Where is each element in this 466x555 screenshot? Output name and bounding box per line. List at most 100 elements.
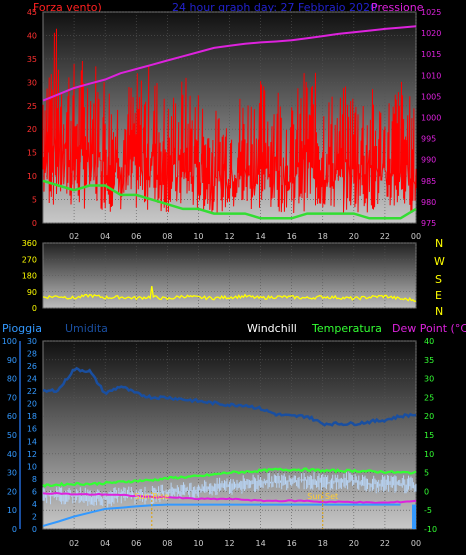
temp-y-tick-label: 40 [424, 337, 434, 346]
wind-direction-panel: 0 90 180 270 360 [22, 239, 417, 313]
pressure-y-tick-label: 995 [421, 135, 436, 144]
direction-y-tick-label: 0 [32, 304, 37, 313]
compass-e: E [435, 289, 442, 302]
legend-windchill: Windchill [247, 322, 297, 335]
wind-x-tick-label: 22 [380, 232, 390, 241]
wind-x-tick-label: 14 [255, 232, 265, 241]
pressure-y-tick-label: 1015 [421, 50, 441, 59]
temp-x-tick-label: 14 [255, 539, 265, 548]
pressure-y-tick-label: 975 [421, 219, 436, 228]
temp-y-tick-label: 10 [424, 450, 434, 459]
temp-y-tick-label: 25 [424, 393, 434, 402]
temp-x-tick-label: 18 [318, 539, 328, 548]
humidity-y-tick-label: 10 [7, 506, 17, 515]
rain-y-tick-label: 26 [27, 362, 37, 371]
temp-x-tick-label: 08 [162, 539, 172, 548]
pressure-y-tick-label: 1005 [421, 92, 441, 101]
rain-y-tick-label: 24 [27, 375, 37, 384]
chart-title: 24 hour graph day: 27 Febbraio 2020 [172, 1, 378, 14]
temp-y-tick-label: 35 [424, 356, 434, 365]
wind-y-tick-label: 30 [27, 78, 37, 87]
wind-x-tick-label: 08 [162, 232, 172, 241]
direction-series-line [42, 286, 417, 303]
temp-x-tick-label: 12 [224, 539, 234, 548]
temp-x-tick-label: 22 [380, 539, 390, 548]
legend-humidity: Umidita [65, 322, 108, 335]
temp-x-tick-label: 16 [287, 539, 297, 548]
temp-y-tick-label: 0 [424, 487, 429, 496]
humidity-y-tick-label: 80 [7, 375, 17, 384]
legend-temperature: Temperatura [312, 322, 382, 335]
temp-y-tick-label: 20 [424, 412, 434, 421]
legend-rain: Pioggia [2, 322, 42, 335]
rain-y-tick-label: 6 [32, 487, 37, 496]
pressure-y-tick-label: 985 [421, 177, 436, 186]
pressure-y-tick-label: 1020 [421, 29, 441, 38]
temp-x-tick-label: 06 [131, 539, 141, 548]
rain-y-tick-label: 4 [32, 500, 37, 509]
rain-y-tick-label: 18 [27, 412, 37, 421]
wind-y-tick-label: 15 [27, 149, 37, 158]
sun-rise-label: Sun Rise [134, 492, 169, 501]
temp-y-tick-label: 5 [424, 469, 429, 478]
temp-humidity-panel: -10-505101520253035400102030405060708090… [2, 337, 437, 548]
humidity-y-tick-label: 40 [7, 450, 17, 459]
wind-y-tick-label: 10 [27, 172, 37, 181]
pressure-header-label: Pressione [371, 1, 424, 14]
wind-y-tick-label: 20 [27, 125, 37, 134]
temp-x-tick-label: 10 [193, 539, 203, 548]
wind-y-tick-label: 40 [27, 31, 37, 40]
rain-y-tick-label: 8 [32, 475, 37, 484]
rain-y-tick-label: 20 [27, 400, 37, 409]
pressure-y-tick-label: 1010 [421, 71, 441, 80]
humidity-y-tick-label: 60 [7, 412, 17, 421]
pressure-y-tick-label: 1025 [421, 8, 441, 17]
sun-set-label: Sun Set [307, 492, 338, 501]
wind-pressure-panel: 0510152025303540459759809859909951000100… [27, 8, 442, 241]
temp-x-tick-label: 20 [349, 539, 359, 548]
humidity-y-tick-label: 100 [2, 337, 17, 346]
wind-header-label: Forza vento) [33, 2, 102, 13]
wind-x-tick-label: 02 [69, 232, 79, 241]
compass-w: W [434, 255, 445, 268]
rain-y-tick-label: 2 [32, 512, 37, 521]
humidity-y-tick-label: 20 [7, 487, 17, 496]
wind-header-text: Forza vento [33, 1, 98, 14]
direction-y-tick-label: 90 [27, 288, 37, 297]
wind-x-tick-label: 06 [131, 232, 141, 241]
rain-y-tick-label: 0 [32, 525, 37, 534]
pressure-y-tick-label: 980 [421, 198, 436, 207]
wind-x-tick-label: 12 [224, 232, 234, 241]
rain-y-tick-label: 30 [27, 337, 37, 346]
temp-y-tick-label: 15 [424, 431, 434, 440]
rain-y-tick-label: 22 [27, 387, 37, 396]
rain-series-line [42, 503, 401, 527]
wind-y-tick-label: 35 [27, 55, 37, 64]
wind-average-series-line [42, 179, 417, 220]
wind-x-tick-label: 10 [193, 232, 203, 241]
temp-y-tick-label: 30 [424, 375, 434, 384]
wind-y-tick-label: 45 [27, 8, 37, 17]
humidity-y-tick-label: 90 [7, 356, 17, 365]
pressure-series-line [42, 25, 417, 102]
wind-x-tick-label: 00 [411, 232, 421, 241]
rain-y-tick-label: 16 [27, 425, 37, 434]
wind-x-tick-label: 04 [100, 232, 110, 241]
wind-y-tick-label: 0 [32, 219, 37, 228]
wind-gust-series-line [42, 28, 417, 215]
wind-y-tick-label: 5 [32, 196, 37, 205]
wind-header-suffix: ) [97, 1, 102, 14]
wind-y-tick-label: 25 [27, 102, 37, 111]
wind-x-tick-label: 20 [349, 232, 359, 241]
rain-y-tick-label: 10 [27, 462, 37, 471]
wind-x-tick-label: 16 [287, 232, 297, 241]
humidity-y-tick-label: 30 [7, 469, 17, 478]
temp-x-tick-label: 04 [100, 539, 110, 548]
temp-y-tick-label: -5 [424, 506, 432, 515]
wind-x-tick-label: 18 [318, 232, 328, 241]
pressure-y-tick-label: 990 [421, 156, 436, 165]
temp-y-tick-label: -10 [424, 525, 437, 534]
temp-x-tick-label: 00 [411, 539, 421, 548]
